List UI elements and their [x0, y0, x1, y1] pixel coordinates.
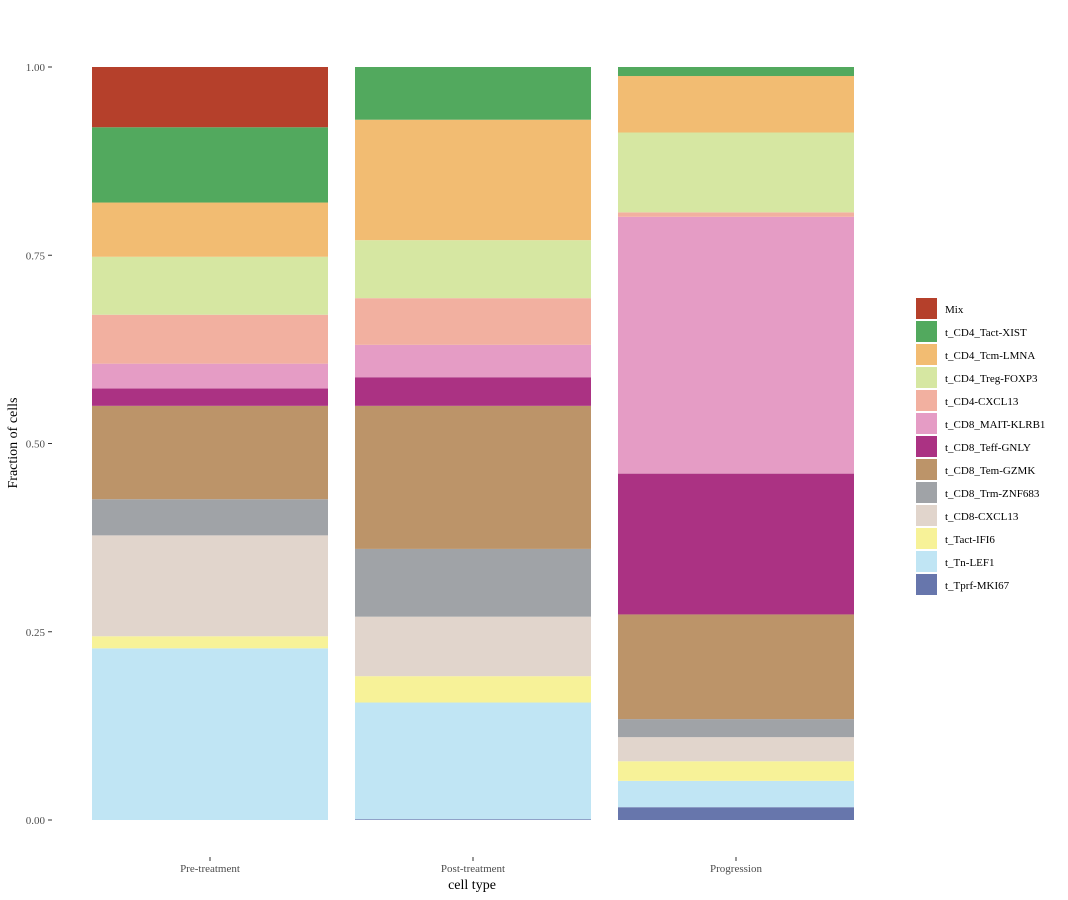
bar-segment-t-cd8-trm-znf683 [355, 548, 591, 617]
bar-segment-t-cd8-teff-gnly [92, 388, 328, 406]
y-axis: 0.00 0.25 0.50 0.75 1.00 [26, 62, 52, 827]
y-tick-label: 0.00 [26, 815, 46, 827]
legend-label: t_CD4_Tcm-LMNA [945, 350, 1035, 362]
legend-swatch [916, 390, 937, 411]
bar-segment-t-cd4-cxcl13 [355, 298, 591, 345]
legend-label: t_CD4-CXCL13 [945, 396, 1019, 408]
legend-swatch [916, 436, 937, 457]
bar-segment-t-cd8-tem-gzmk [618, 614, 854, 720]
legend-item: t_CD4_Tcm-LMNA [916, 344, 1035, 365]
legend-item: t_CD4-CXCL13 [916, 390, 1019, 411]
bar-segment-mix [92, 67, 328, 128]
legend-swatch [916, 528, 937, 549]
bar-segment-t-tprf-mki67 [618, 807, 854, 820]
bar-segment-t-cd4-cxcl13 [92, 314, 328, 364]
bar-segment-t-cd8-mait-klrb1 [355, 344, 591, 378]
bar-segment-t-cd4-cxcl13 [618, 212, 854, 217]
x-axis: Pre-treatment Post-treatment Progression [180, 857, 762, 875]
bar-segment-t-cd8-cxcl13 [92, 535, 328, 637]
bar-segment-t-tact-ifi6 [355, 676, 591, 703]
bar-post-treatment [355, 67, 591, 820]
bar-segment-t-cd4-treg-foxp3 [92, 256, 328, 315]
legend-swatch [916, 413, 937, 434]
bar-segment-t-cd4-tact-xist [355, 67, 591, 120]
legend-swatch [916, 551, 937, 572]
bar-segment-t-cd8-teff-gnly [355, 377, 591, 406]
bar-segment-t-cd4-tact-xist [92, 127, 328, 203]
bar-segment-t-cd8-cxcl13 [618, 737, 854, 762]
bar-segment-t-tact-ifi6 [92, 636, 328, 649]
bar-segment-t-cd4-tcm-lmna [92, 202, 328, 257]
legend-label: t_CD8_Trm-ZNF683 [945, 488, 1040, 500]
legend-label: t_CD8_Teff-GNLY [945, 442, 1031, 454]
bar-segment-t-tn-lef1 [355, 702, 591, 820]
bar-segment-t-cd8-mait-klrb1 [92, 363, 328, 389]
bar-segment-t-tprf-mki67 [355, 819, 591, 820]
bar-segment-t-cd8-trm-znf683 [618, 719, 854, 738]
bar-segment-t-cd8-mait-klrb1 [618, 216, 854, 474]
bar-segment-t-tn-lef1 [92, 648, 328, 820]
legend-label: t_CD8-CXCL13 [945, 511, 1019, 523]
legend-swatch [916, 321, 937, 342]
bar-segment-t-cd8-trm-znf683 [92, 499, 328, 536]
y-tick-label: 1.00 [26, 62, 46, 74]
bar-segment-t-cd4-treg-foxp3 [355, 240, 591, 299]
bar-segment-t-tact-ifi6 [618, 761, 854, 781]
legend-item: t_CD8_MAIT-KLRB1 [916, 413, 1045, 434]
bar-segment-t-cd8-teff-gnly [618, 473, 854, 615]
legend-label: t_CD4_Tact-XIST [945, 327, 1027, 339]
legend-item: t_CD4_Tact-XIST [916, 321, 1027, 342]
legend: Mix t_CD4_Tact-XIST t_CD4_Tcm-LMNA t_CD4_Tr… [916, 298, 1045, 595]
y-tick-label: 0.25 [26, 627, 46, 639]
legend-label: Mix [945, 304, 964, 316]
y-tick-label: 0.50 [26, 439, 46, 451]
legend-swatch [916, 482, 937, 503]
bar-segment-t-cd8-tem-gzmk [92, 405, 328, 500]
legend-swatch [916, 459, 937, 480]
x-tick-label: Progression [710, 863, 762, 875]
legend-item: t_CD8_Teff-GNLY [916, 436, 1031, 457]
legend-item: t_CD8-CXCL13 [916, 505, 1019, 526]
bar-progression [618, 67, 854, 820]
bar-segment-t-cd4-tcm-lmna [355, 119, 591, 241]
legend-item: t_Tprf-MKI67 [916, 574, 1010, 595]
bar-segment-t-cd4-tcm-lmna [618, 76, 854, 133]
legend-label: t_CD4_Treg-FOXP3 [945, 373, 1038, 385]
legend-swatch [916, 574, 937, 595]
y-tick-label: 0.75 [26, 250, 46, 262]
y-axis-title: Fraction of cells [6, 398, 21, 489]
bars [92, 67, 854, 820]
legend-swatch [916, 367, 937, 388]
legend-swatch [916, 344, 937, 365]
bar-segment-t-cd8-cxcl13 [355, 616, 591, 677]
bar-segment-t-cd8-tem-gzmk [355, 405, 591, 549]
bar-pre-treatment [92, 67, 328, 820]
legend-item: t_Tact-IFI6 [916, 528, 995, 549]
bar-segment-t-cd4-tact-xist [618, 67, 854, 77]
legend-swatch [916, 298, 937, 319]
legend-swatch [916, 505, 937, 526]
bar-segment-t-tn-lef1 [618, 780, 854, 808]
legend-item: t_Tn-LEF1 [916, 551, 995, 572]
x-tick-label: Post-treatment [441, 863, 505, 875]
legend-item: Mix [916, 298, 964, 319]
legend-item: t_CD8_Trm-ZNF683 [916, 482, 1040, 503]
legend-label: t_CD8_Tem-GZMK [945, 465, 1035, 477]
x-tick-label: Pre-treatment [180, 863, 240, 875]
legend-item: t_CD8_Tem-GZMK [916, 459, 1035, 480]
legend-label: t_CD8_MAIT-KLRB1 [945, 419, 1045, 431]
bar-segment-t-cd4-treg-foxp3 [618, 132, 854, 213]
legend-label: t_Tprf-MKI67 [945, 580, 1010, 592]
legend-label: t_Tact-IFI6 [945, 534, 995, 546]
legend-item: t_CD4_Treg-FOXP3 [916, 367, 1038, 388]
legend-label: t_Tn-LEF1 [945, 557, 995, 569]
x-axis-title: cell type [448, 878, 496, 893]
